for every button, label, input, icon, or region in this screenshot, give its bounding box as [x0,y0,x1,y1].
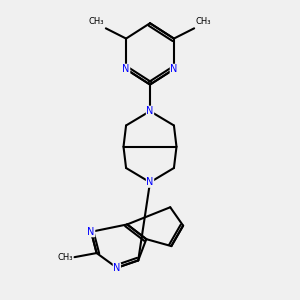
Text: CH₃: CH₃ [57,253,73,262]
Text: N: N [122,64,130,74]
Text: CH₃: CH₃ [88,17,104,26]
Text: CH₃: CH₃ [196,17,212,26]
Text: N: N [170,64,178,74]
Text: N: N [87,227,95,237]
Text: N: N [113,263,121,273]
Text: N: N [146,106,154,116]
Text: N: N [146,177,154,187]
